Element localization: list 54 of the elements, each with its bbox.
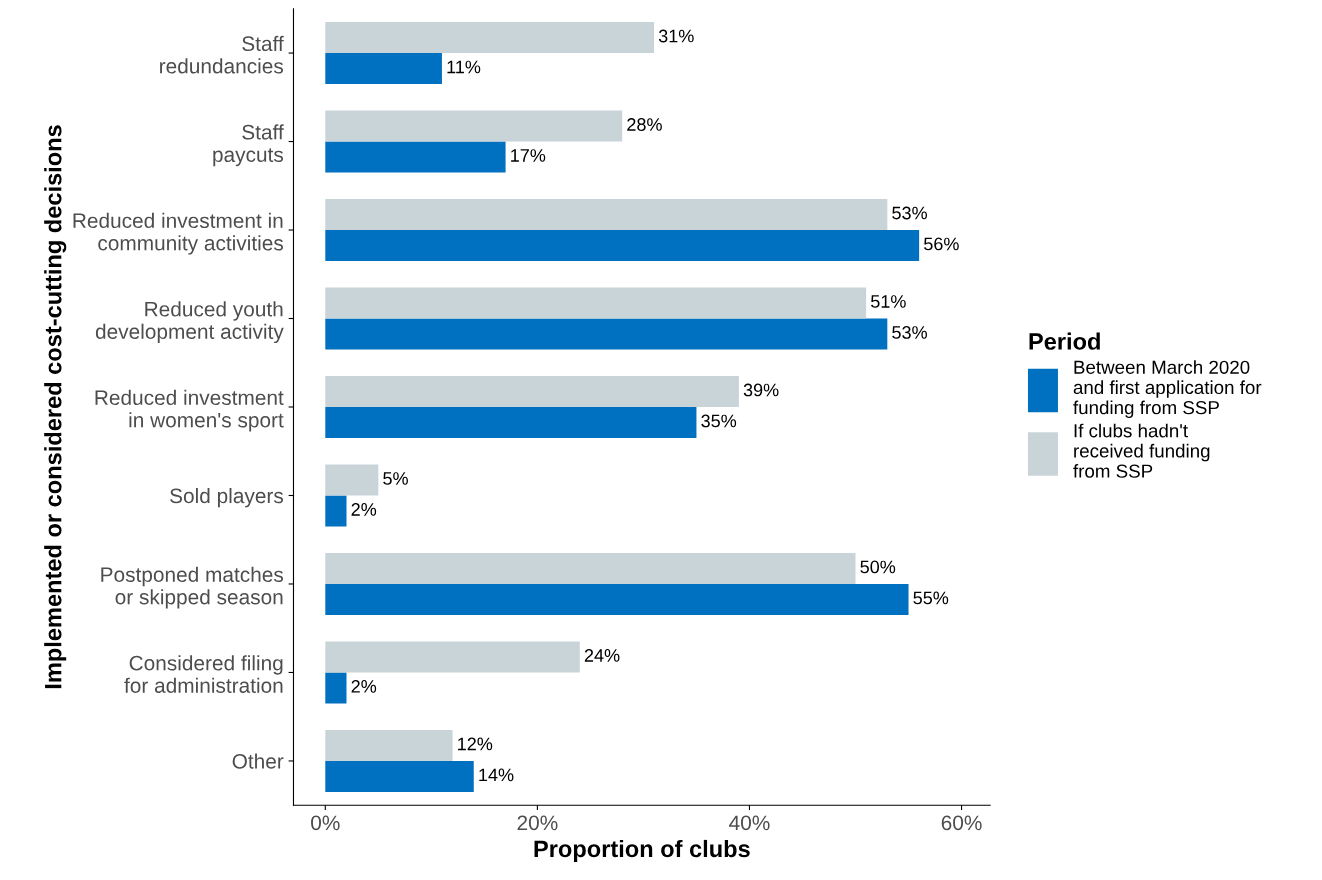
y-tick-label: Sold players <box>170 487 284 508</box>
bar <box>325 287 867 319</box>
x-tick-label: 60% <box>941 815 982 831</box>
data-label: 31% <box>658 29 694 43</box>
bar <box>325 641 580 673</box>
data-label: 11% <box>447 60 481 74</box>
y-tick-label: Other <box>232 753 284 769</box>
x-tick-label: 20% <box>517 815 558 831</box>
bar <box>325 318 888 350</box>
y-tick-label: Reduced investment in women's sport <box>95 389 284 432</box>
data-label: 50% <box>860 560 896 574</box>
x-axis-title: Proportion of clubs <box>534 839 750 862</box>
bar <box>325 583 909 615</box>
data-label: 35% <box>701 414 737 428</box>
y-tick-label: Staff paycuts <box>213 124 284 167</box>
bar <box>325 464 379 496</box>
x-tick-label: 0% <box>311 815 340 831</box>
y-tick-label: Staff redundancies <box>160 35 284 74</box>
data-label: 53% <box>892 206 927 220</box>
y-tick-label: Reduced youth development activity <box>95 301 284 344</box>
bar <box>325 53 442 85</box>
bar <box>325 672 347 704</box>
data-label: 12% <box>458 737 493 751</box>
data-label: 28% <box>627 118 662 131</box>
data-label: 56% <box>924 237 959 251</box>
bar <box>325 760 474 792</box>
y-tick-label: Postponed matches or skipped season <box>101 566 284 609</box>
data-label: 39% <box>743 383 779 397</box>
data-label: 17% <box>511 149 546 162</box>
bar <box>325 495 347 527</box>
bar <box>325 110 623 142</box>
data-label: 24% <box>584 649 620 662</box>
bar <box>325 141 506 173</box>
bar <box>325 199 888 231</box>
data-label: 53% <box>892 326 927 339</box>
y-axis-title: Implemented or considered cost-cutting decisions <box>44 125 67 689</box>
legend-label: If clubs hadn't received funding from SSP <box>1073 423 1210 478</box>
data-label: 51% <box>871 295 906 308</box>
bar <box>325 729 453 761</box>
data-label: 5% <box>383 472 408 485</box>
data-label: 2% <box>351 680 377 693</box>
y-tick-label: Considered filing for administration <box>124 655 283 693</box>
bar <box>325 407 697 438</box>
bar <box>325 22 655 54</box>
y-tick-label: Reduced investment in community activities <box>73 212 284 255</box>
data-label: 2% <box>351 503 377 516</box>
data-label: 14% <box>479 768 514 782</box>
bar <box>325 230 920 261</box>
legend-label: Between March 2020 and first application for funding from SSP <box>1073 360 1262 419</box>
data-label: 55% <box>913 591 949 605</box>
bar <box>325 376 739 407</box>
legend-title: Period <box>1029 332 1100 350</box>
x-tick-label: 40% <box>729 815 770 831</box>
bar <box>325 553 856 584</box>
